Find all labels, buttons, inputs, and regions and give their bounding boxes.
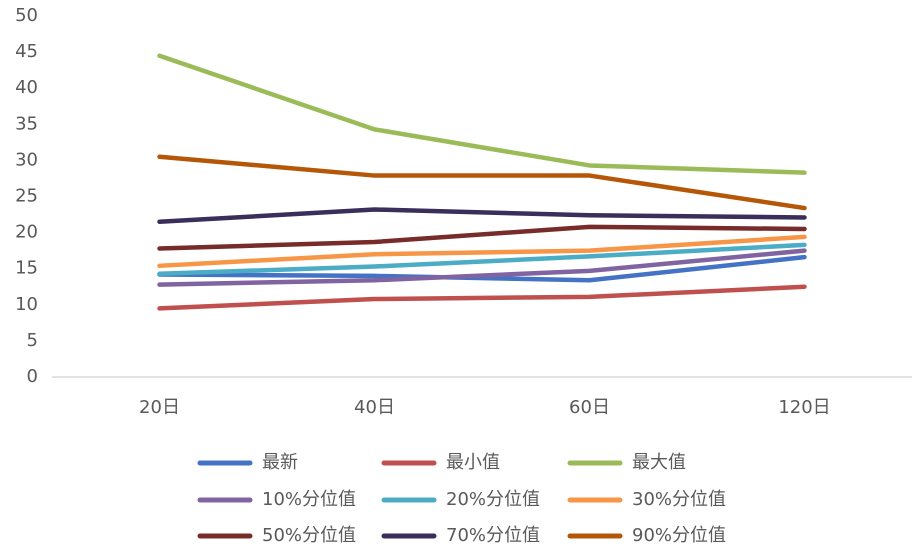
y-tick-label: 45 (15, 41, 38, 62)
legend-label: 90%分位值 (632, 525, 726, 546)
series-line (157, 284, 807, 311)
x-tick-label: 60日 (569, 397, 610, 418)
y-tick-label: 35 (15, 113, 38, 134)
y-tick-label: 5 (27, 330, 38, 351)
legend-label: 10%分位值 (262, 489, 356, 510)
y-tick-label: 20 (15, 222, 38, 243)
y-tick-label: 25 (15, 186, 38, 207)
x-tick-label: 20日 (139, 397, 180, 418)
legend-label: 最新 (262, 452, 298, 473)
legend-label: 最大值 (632, 452, 686, 473)
y-tick-label: 50 (15, 5, 38, 26)
y-tick-label: 10 (15, 294, 38, 315)
series-line (157, 154, 807, 211)
series-line (157, 53, 807, 175)
series-line (157, 248, 807, 287)
legend-label: 70%分位值 (446, 525, 540, 546)
y-tick-label: 0 (27, 366, 38, 387)
series-line (157, 254, 807, 283)
legend-label: 最小值 (446, 452, 500, 473)
x-tick-label: 120日 (778, 397, 830, 418)
series-line (157, 207, 807, 225)
y-tick-label: 40 (15, 77, 38, 98)
series-line (157, 234, 807, 269)
y-tick-label: 30 (15, 149, 38, 170)
legend-label: 30%分位值 (632, 489, 726, 510)
series-line (157, 224, 807, 251)
series-line (157, 242, 807, 277)
x-tick-label: 40日 (354, 397, 395, 418)
y-tick-label: 15 (15, 258, 38, 279)
legend-label: 50%分位值 (262, 525, 356, 546)
legend-label: 20%分位值 (446, 489, 540, 510)
